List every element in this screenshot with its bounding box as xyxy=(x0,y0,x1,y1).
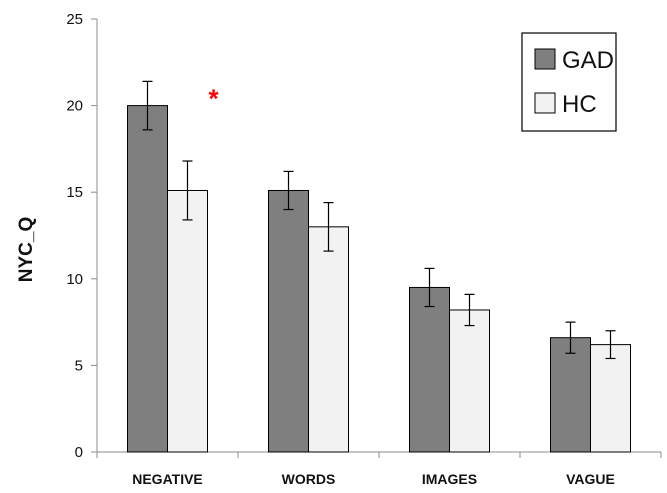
bar-gad xyxy=(268,189,309,453)
annotations: * xyxy=(208,83,219,113)
y-tick-label: 25 xyxy=(66,11,83,28)
x-category-label: IMAGES xyxy=(422,471,477,487)
bar-gad xyxy=(409,286,450,453)
y-axis-title: NYC_Q xyxy=(16,217,37,282)
error-bar xyxy=(142,80,153,131)
bar-gad xyxy=(550,337,591,453)
x-category-label: VAGUE xyxy=(566,471,615,487)
y-tick-label: 0 xyxy=(75,444,83,461)
error-bar xyxy=(424,267,435,308)
error-bars xyxy=(142,80,616,360)
bar-gad xyxy=(127,105,168,453)
y-tick-label: 20 xyxy=(66,98,83,115)
bars xyxy=(127,105,631,453)
legend: GAD HC xyxy=(521,32,617,132)
bar-hc xyxy=(590,344,631,453)
error-bar xyxy=(605,330,616,360)
bar-hc xyxy=(308,226,349,453)
legend-swatch-gad xyxy=(534,48,556,70)
y-tick-label: 15 xyxy=(66,184,83,201)
y-tick-label: 5 xyxy=(75,357,83,374)
y-tick-label: 10 xyxy=(66,271,83,288)
error-bar xyxy=(283,170,294,211)
legend-label-hc: HC xyxy=(562,91,597,118)
error-bar xyxy=(323,201,334,252)
x-axis: NEGATIVE WORDS IMAGES VAGUE xyxy=(96,451,662,487)
x-category-label: WORDS xyxy=(282,471,336,487)
error-bar xyxy=(182,160,193,221)
error-bar xyxy=(464,293,475,327)
legend-swatch-hc xyxy=(534,92,556,114)
bar-hc xyxy=(167,189,208,453)
error-bar xyxy=(565,321,576,354)
significance-marker: * xyxy=(208,83,219,113)
legend-label-gad: GAD xyxy=(562,47,614,74)
x-category-label: NEGATIVE xyxy=(132,471,203,487)
y-axis: 0 5 10 15 20 25 xyxy=(66,11,98,461)
bar-hc xyxy=(449,309,490,453)
